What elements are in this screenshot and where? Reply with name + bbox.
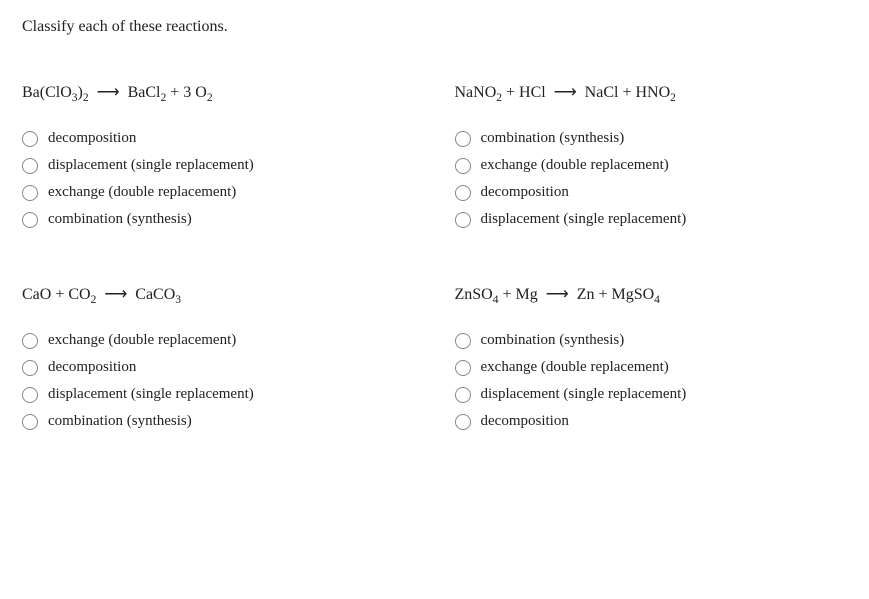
equation-1: Ba(ClO3)2 ⟶ BaCl2 + 3 O2 — [22, 82, 415, 102]
option-label: decomposition — [48, 130, 136, 147]
option-3-3[interactable]: combination (synthesis) — [22, 413, 415, 430]
options-group-1: decomposition displacement (single repla… — [22, 130, 415, 228]
radio-icon — [455, 131, 471, 147]
radio-icon — [22, 333, 38, 349]
option-4-3[interactable]: decomposition — [455, 413, 848, 430]
radio-icon — [455, 158, 471, 174]
question-1: Ba(ClO3)2 ⟶ BaCl2 + 3 O2 decomposition d… — [22, 82, 415, 228]
option-3-1[interactable]: decomposition — [22, 359, 415, 376]
option-label: exchange (double replacement) — [48, 332, 236, 349]
radio-icon — [455, 212, 471, 228]
option-1-2[interactable]: exchange (double replacement) — [22, 184, 415, 201]
option-label: displacement (single replacement) — [48, 386, 254, 403]
radio-icon — [455, 360, 471, 376]
option-2-3[interactable]: displacement (single replacement) — [455, 211, 848, 228]
question-2: NaNO2 + HCl ⟶ NaCl + HNO2 combination (s… — [455, 82, 848, 228]
question-4: ZnSO4 + Mg ⟶ Zn + MgSO4 combination (syn… — [455, 284, 848, 430]
option-label: exchange (double replacement) — [481, 157, 669, 174]
option-4-1[interactable]: exchange (double replacement) — [455, 359, 848, 376]
option-2-2[interactable]: decomposition — [455, 184, 848, 201]
options-group-2: combination (synthesis) exchange (double… — [455, 130, 848, 228]
option-label: combination (synthesis) — [481, 130, 625, 147]
option-4-2[interactable]: displacement (single replacement) — [455, 386, 848, 403]
radio-icon — [22, 414, 38, 430]
options-group-4: combination (synthesis) exchange (double… — [455, 332, 848, 430]
option-label: displacement (single replacement) — [481, 211, 687, 228]
option-label: displacement (single replacement) — [481, 386, 687, 403]
question-3: CaO + CO2 ⟶ CaCO3 exchange (double repla… — [22, 284, 415, 430]
option-4-0[interactable]: combination (synthesis) — [455, 332, 848, 349]
option-label: combination (synthesis) — [48, 413, 192, 430]
option-label: combination (synthesis) — [48, 211, 192, 228]
option-label: combination (synthesis) — [481, 332, 625, 349]
option-label: decomposition — [481, 413, 569, 430]
option-1-3[interactable]: combination (synthesis) — [22, 211, 415, 228]
radio-icon — [22, 158, 38, 174]
radio-icon — [22, 387, 38, 403]
option-2-1[interactable]: exchange (double replacement) — [455, 157, 848, 174]
radio-icon — [22, 360, 38, 376]
radio-icon — [455, 185, 471, 201]
option-1-1[interactable]: displacement (single replacement) — [22, 157, 415, 174]
option-3-0[interactable]: exchange (double replacement) — [22, 332, 415, 349]
equation-4: ZnSO4 + Mg ⟶ Zn + MgSO4 — [455, 284, 848, 304]
option-label: exchange (double replacement) — [48, 184, 236, 201]
radio-icon — [455, 333, 471, 349]
radio-icon — [22, 185, 38, 201]
option-label: decomposition — [48, 359, 136, 376]
option-label: displacement (single replacement) — [48, 157, 254, 174]
equation-3: CaO + CO2 ⟶ CaCO3 — [22, 284, 415, 304]
instruction-text: Classify each of these reactions. — [22, 18, 847, 36]
radio-icon — [455, 414, 471, 430]
option-2-0[interactable]: combination (synthesis) — [455, 130, 848, 147]
equation-2: NaNO2 + HCl ⟶ NaCl + HNO2 — [455, 82, 848, 102]
radio-icon — [22, 212, 38, 228]
option-1-0[interactable]: decomposition — [22, 130, 415, 147]
radio-icon — [22, 131, 38, 147]
option-label: exchange (double replacement) — [481, 359, 669, 376]
option-3-2[interactable]: displacement (single replacement) — [22, 386, 415, 403]
questions-grid: Ba(ClO3)2 ⟶ BaCl2 + 3 O2 decomposition d… — [22, 82, 847, 430]
radio-icon — [455, 387, 471, 403]
options-group-3: exchange (double replacement) decomposit… — [22, 332, 415, 430]
option-label: decomposition — [481, 184, 569, 201]
